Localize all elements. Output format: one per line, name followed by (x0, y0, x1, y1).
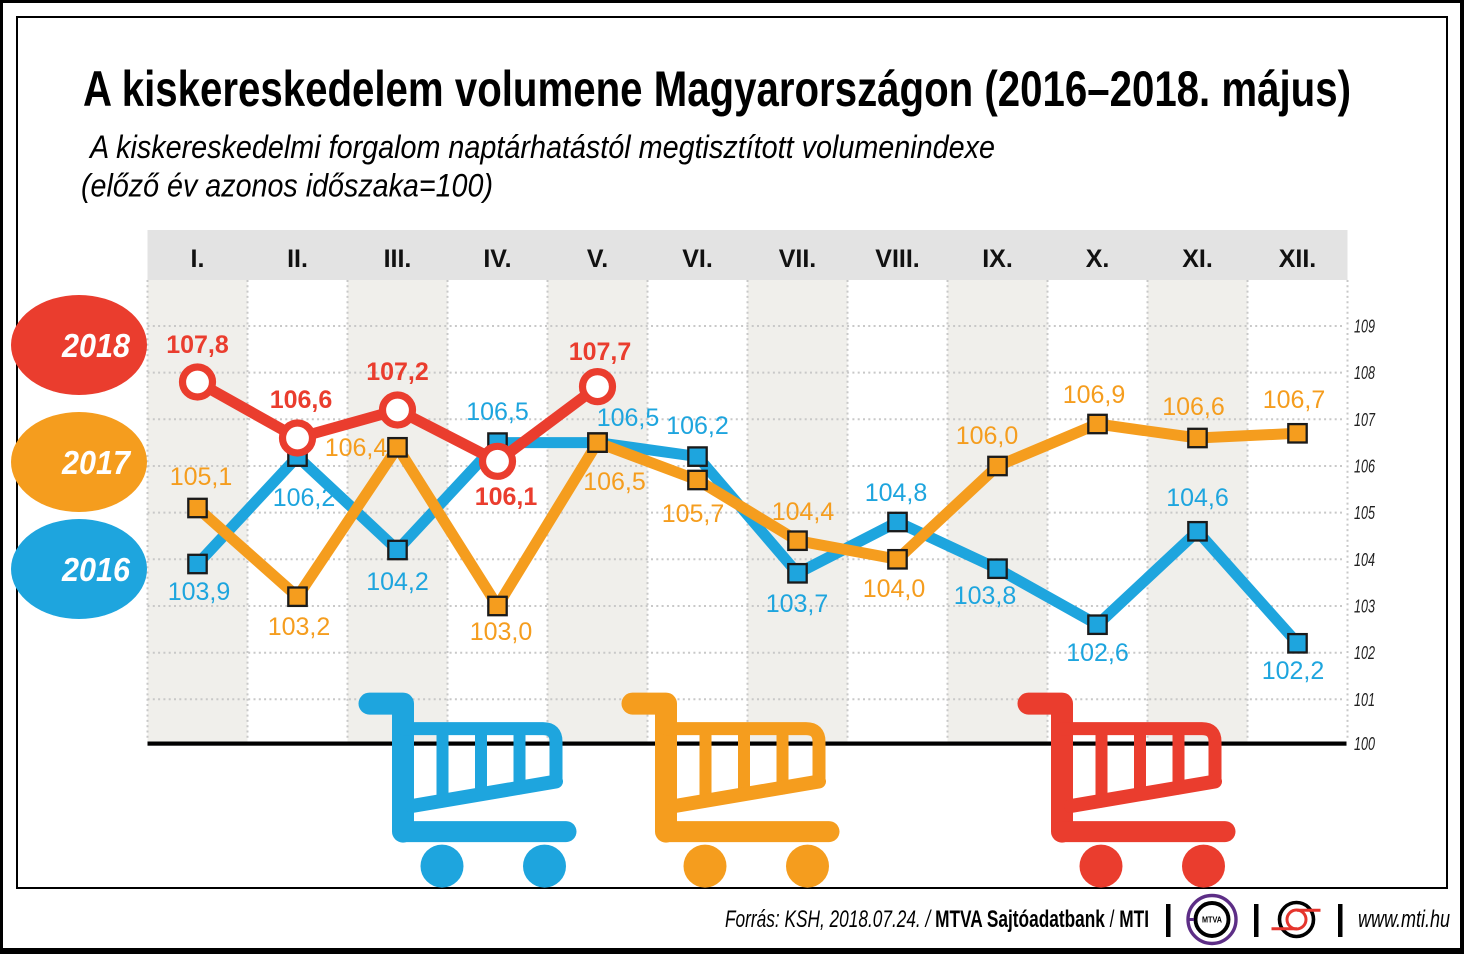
svg-text:106,7: 106,7 (1263, 386, 1326, 414)
svg-text:A kiskereskedelem volumene Mag: A kiskereskedelem volumene Magyarországo… (83, 61, 1351, 117)
svg-text:106,5: 106,5 (466, 398, 529, 426)
svg-text:106,6: 106,6 (270, 386, 333, 414)
svg-text:108: 108 (1354, 362, 1375, 383)
svg-text:103,7: 103,7 (766, 590, 829, 618)
svg-text:A kiskereskedelmi forgalom nap: A kiskereskedelmi forgalom naptárhatástó… (88, 129, 995, 165)
svg-text:IV.: IV. (483, 245, 511, 273)
svg-text:104,8: 104,8 (865, 479, 928, 507)
svg-text:101: 101 (1354, 689, 1375, 710)
svg-text:104,2: 104,2 (366, 568, 429, 596)
svg-text:106,2: 106,2 (273, 484, 336, 512)
svg-text:www.mti.hu: www.mti.hu (1358, 906, 1450, 933)
svg-text:109: 109 (1354, 316, 1375, 337)
svg-text:103: 103 (1354, 596, 1375, 617)
svg-text:VIII.: VIII. (875, 245, 919, 273)
svg-text:100: 100 (1354, 733, 1375, 754)
svg-text:(előző év azonos időszaka=100): (előző év azonos időszaka=100) (81, 168, 493, 204)
svg-text:VII.: VII. (779, 245, 817, 273)
svg-text:106,5: 106,5 (597, 404, 660, 432)
svg-text:104: 104 (1354, 549, 1375, 570)
svg-text:II.: II. (287, 245, 308, 273)
svg-text:103,2: 103,2 (268, 613, 331, 641)
svg-text:VI.: VI. (682, 245, 713, 273)
svg-text:107,7: 107,7 (569, 338, 632, 366)
svg-text:106,9: 106,9 (1063, 381, 1126, 409)
svg-text:IX.: IX. (982, 245, 1013, 273)
svg-text:V.: V. (587, 245, 608, 273)
svg-text:105,7: 105,7 (662, 500, 725, 528)
svg-text:Forrás: KSH, 2018.07.24. / MTV: Forrás: KSH, 2018.07.24. / MTVA Sajtóada… (725, 906, 1149, 933)
svg-text:106,0: 106,0 (956, 422, 1019, 450)
svg-text:102,2: 102,2 (1262, 657, 1325, 685)
svg-text:106,4: 106,4 (325, 434, 388, 462)
svg-text:106: 106 (1354, 456, 1375, 477)
svg-text:106,2: 106,2 (666, 412, 729, 440)
svg-text:103,0: 103,0 (470, 618, 533, 646)
svg-text:106,5: 106,5 (583, 468, 646, 496)
svg-text:102,6: 102,6 (1066, 639, 1129, 667)
svg-text:107: 107 (1354, 409, 1375, 430)
svg-text:2018: 2018 (61, 327, 131, 364)
svg-text:103,9: 103,9 (168, 578, 231, 606)
svg-text:MTVA: MTVA (1202, 915, 1222, 925)
svg-text:XI.: XI. (1182, 245, 1213, 273)
svg-text:106,6: 106,6 (1162, 393, 1225, 421)
svg-text:XII.: XII. (1279, 245, 1317, 273)
svg-text:2016: 2016 (61, 551, 131, 588)
svg-text:104,4: 104,4 (772, 498, 835, 526)
svg-text:107,8: 107,8 (166, 331, 229, 359)
svg-text:X.: X. (1086, 245, 1110, 273)
svg-text:103,8: 103,8 (954, 582, 1017, 610)
svg-text:105,1: 105,1 (170, 463, 233, 491)
svg-text:104,6: 104,6 (1166, 484, 1229, 512)
svg-text:III.: III. (384, 245, 412, 273)
svg-text:107,2: 107,2 (366, 358, 429, 386)
svg-text:I.: I. (191, 245, 205, 273)
svg-text:104,0: 104,0 (863, 575, 926, 603)
svg-text:102: 102 (1354, 642, 1375, 663)
svg-text:106,1: 106,1 (475, 483, 538, 511)
svg-text:2017: 2017 (61, 444, 131, 481)
svg-text:105: 105 (1354, 502, 1375, 523)
